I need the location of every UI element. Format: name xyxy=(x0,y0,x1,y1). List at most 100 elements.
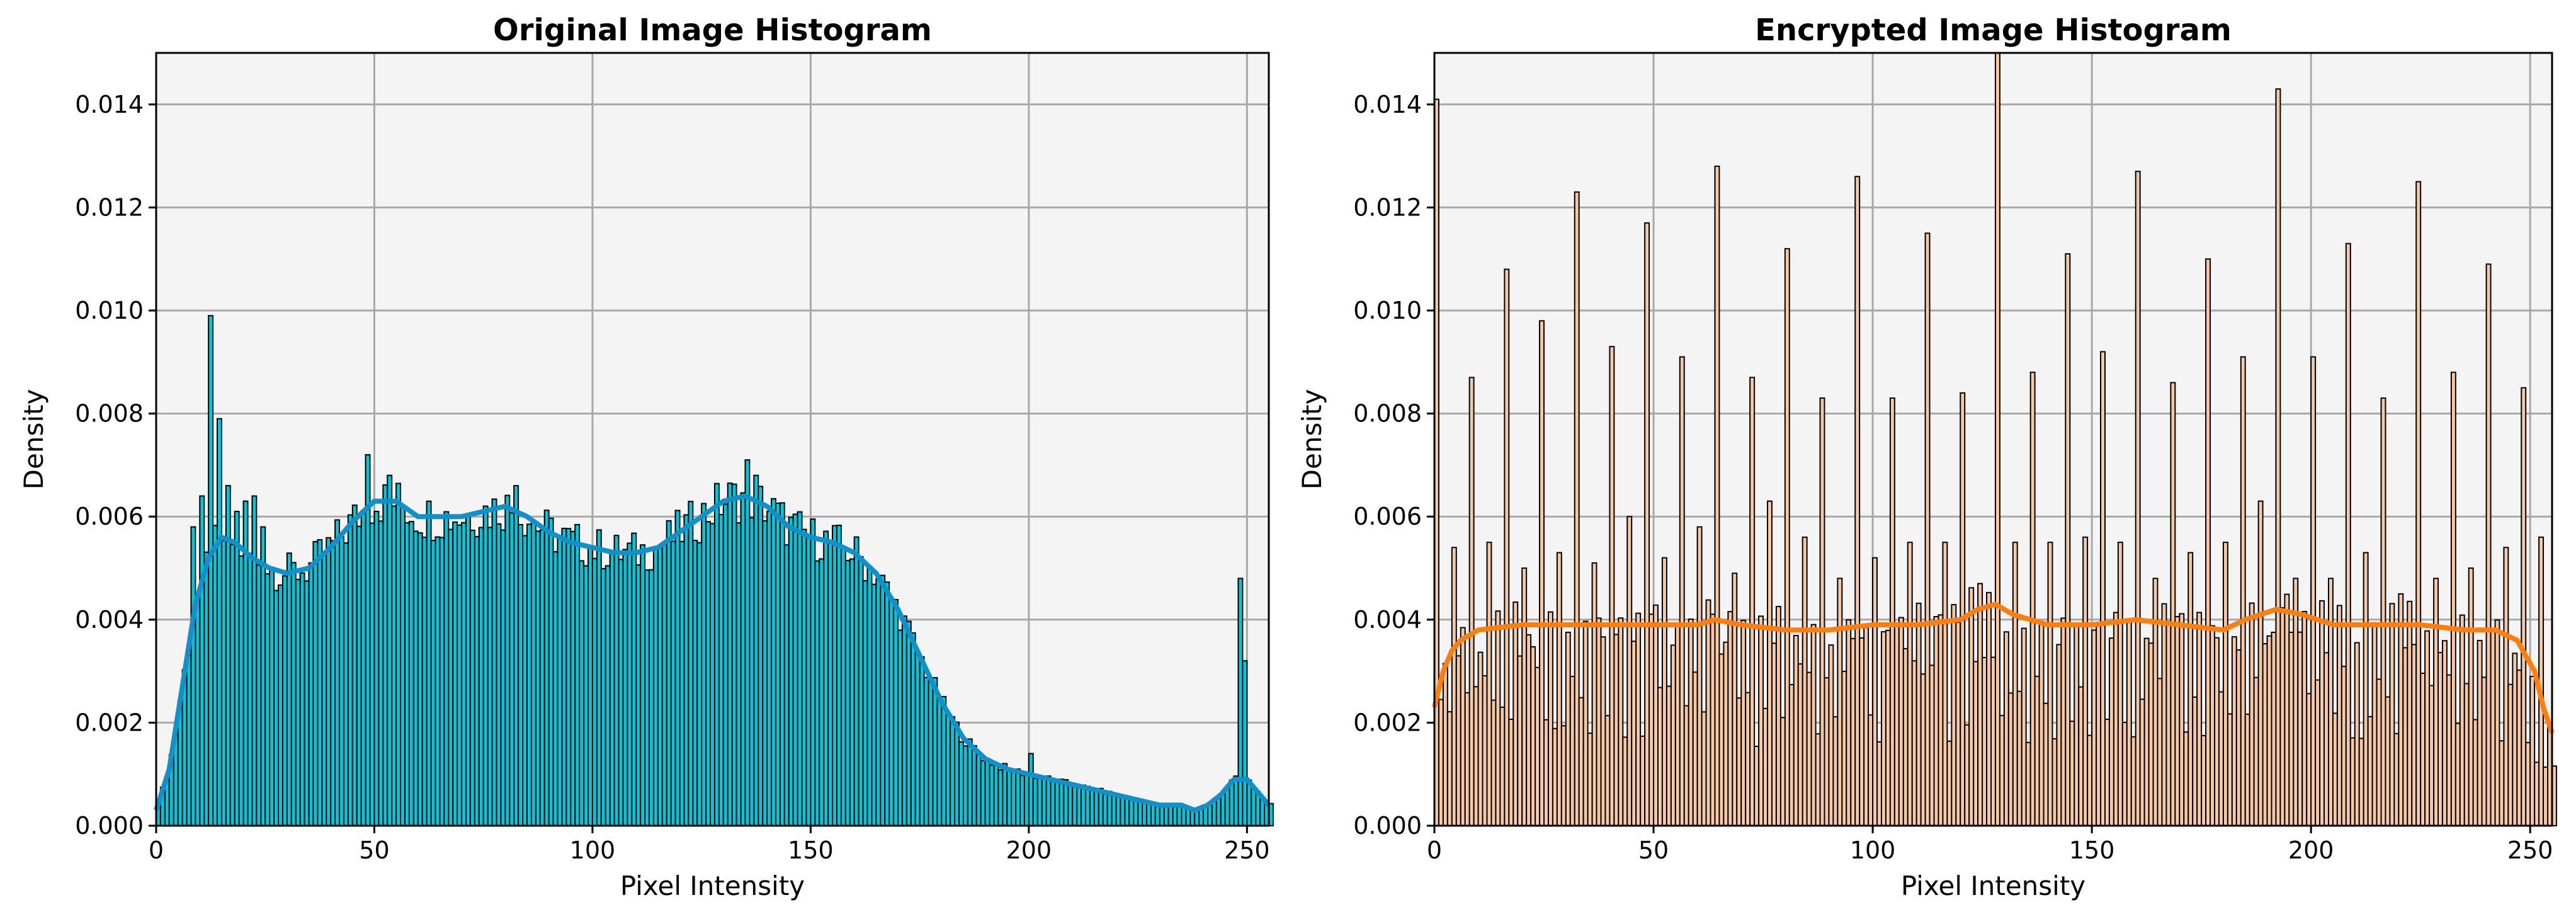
histogram-bar xyxy=(1591,562,1597,826)
histogram-bar xyxy=(1705,599,1711,826)
histogram-bar xyxy=(1495,610,1501,826)
histogram-bar xyxy=(2100,351,2106,826)
histogram-bar xyxy=(1455,655,1461,826)
histogram-bar xyxy=(2499,740,2505,827)
x-tick-label: 50 xyxy=(359,836,389,864)
histogram-bar xyxy=(1081,784,1086,827)
histogram-bar xyxy=(1609,346,1615,826)
histogram-bar xyxy=(1832,716,1839,827)
histogram-bar xyxy=(286,552,292,826)
histogram-bar xyxy=(317,539,323,826)
histogram-bar xyxy=(1665,685,1672,826)
histogram-bar xyxy=(2371,622,2378,827)
histogram-bar xyxy=(229,544,235,826)
histogram-bar xyxy=(2135,171,2141,826)
histogram-bar xyxy=(1688,618,1694,826)
histogram-bar xyxy=(421,537,428,826)
histogram-bar xyxy=(1036,776,1043,826)
histogram-bar xyxy=(2494,619,2500,827)
histogram-bar xyxy=(1237,578,1244,826)
y-tick-label: 0.002 xyxy=(75,709,144,736)
histogram-bar xyxy=(2047,542,2053,826)
y-tick-label: 0.002 xyxy=(1353,709,1422,736)
histogram-bar xyxy=(1740,619,1747,827)
histogram-bar xyxy=(928,681,934,827)
histogram-bar xyxy=(901,615,907,826)
histogram-bar xyxy=(2525,741,2531,826)
histogram-bar xyxy=(1876,741,1882,826)
histogram-bar xyxy=(1727,611,1733,826)
histogram-bar xyxy=(1841,671,1847,826)
histogram-bar xyxy=(1661,557,1667,826)
histogram-bar xyxy=(1771,642,1777,826)
histogram-bar xyxy=(1846,619,1852,826)
histogram-bar xyxy=(652,547,659,827)
histogram-bar xyxy=(1986,591,1992,826)
histogram-bar xyxy=(1893,625,1900,826)
histogram-bar xyxy=(295,578,301,826)
histogram-bar xyxy=(1233,775,1239,827)
histogram-bar xyxy=(326,537,332,826)
histogram-bar xyxy=(683,514,689,826)
histogram-bar xyxy=(1758,615,1764,827)
kde-curve xyxy=(1432,601,2555,734)
histogram-bar xyxy=(1745,692,1751,827)
histogram-bar xyxy=(583,565,589,826)
histogram-bar xyxy=(2301,611,2308,826)
histogram-bar xyxy=(1889,397,1895,826)
histogram-bar xyxy=(1951,604,1957,826)
histogram-bar xyxy=(247,552,253,826)
histogram-bar xyxy=(897,629,903,826)
histogram-bar xyxy=(2534,761,2540,827)
histogram-bar xyxy=(744,459,751,826)
histogram-bar xyxy=(504,494,511,826)
histogram-bar xyxy=(832,525,837,826)
histogram-bar xyxy=(334,519,341,826)
histogram-bar xyxy=(2437,652,2443,827)
histogram-bar xyxy=(945,712,951,827)
x-axis-label: Pixel Intensity xyxy=(1901,870,2085,901)
histogram-bar xyxy=(1806,671,1812,827)
histogram-bar xyxy=(779,502,785,826)
histogram-bar xyxy=(2021,627,2027,826)
histogram-bar xyxy=(1442,663,1448,826)
histogram-bar xyxy=(657,547,663,827)
histogram-bar xyxy=(2051,738,2058,827)
histogram-bar xyxy=(1872,557,1878,826)
histogram-bar xyxy=(491,498,497,826)
histogram-bar xyxy=(482,505,489,826)
histogram-bar xyxy=(2056,644,2062,826)
histogram-bar xyxy=(1600,636,1606,826)
histogram-bar xyxy=(2468,567,2474,826)
histogram-bar xyxy=(923,676,929,826)
histogram-bar xyxy=(713,482,720,826)
histogram-bar xyxy=(2266,635,2272,826)
x-tick-label: 50 xyxy=(1638,836,1669,864)
histogram-bar xyxy=(2007,692,2014,827)
histogram-bar xyxy=(2512,653,2518,826)
histogram-bar xyxy=(1749,377,1756,826)
histogram-bar xyxy=(2183,731,2189,827)
histogram-bar xyxy=(1723,641,1729,826)
histogram-bar xyxy=(2065,253,2071,826)
histogram-bar xyxy=(2253,676,2259,827)
histogram-bar xyxy=(478,527,484,826)
histogram-bar xyxy=(304,580,310,826)
histogram-bar xyxy=(844,559,851,826)
histogram-bar xyxy=(1128,796,1135,827)
histogram-bar xyxy=(1736,697,1742,826)
histogram-bar xyxy=(1508,719,1514,827)
histogram-bar xyxy=(439,537,445,827)
histogram-bar xyxy=(2192,696,2198,827)
x-tick-label: 250 xyxy=(1224,836,1270,864)
histogram-bar xyxy=(2389,603,2395,826)
x-tick-label: 150 xyxy=(788,836,834,864)
histogram-bar xyxy=(993,762,999,826)
y-tick-label: 0.006 xyxy=(1353,503,1422,530)
histogram-bar xyxy=(604,565,611,827)
histogram-bar xyxy=(613,535,620,827)
histogram-bar xyxy=(1499,706,1506,826)
histogram-bar xyxy=(1924,232,1931,826)
histogram-bar xyxy=(1994,52,2000,826)
histogram-bar xyxy=(788,516,794,827)
